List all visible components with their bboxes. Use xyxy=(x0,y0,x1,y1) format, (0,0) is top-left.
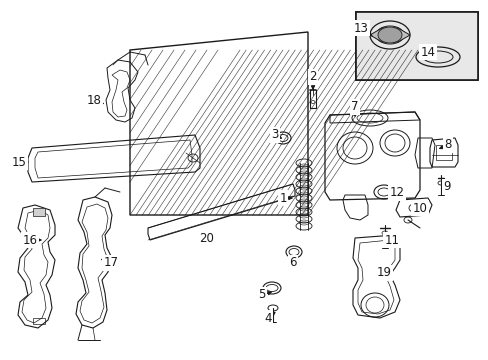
Text: 18: 18 xyxy=(86,94,101,107)
Text: 8: 8 xyxy=(444,139,451,152)
Bar xyxy=(355,12,477,80)
Text: 5: 5 xyxy=(258,288,265,302)
Text: 6: 6 xyxy=(289,256,296,270)
Text: 20: 20 xyxy=(199,231,214,244)
Ellipse shape xyxy=(377,27,401,43)
Text: 15: 15 xyxy=(12,156,26,168)
Bar xyxy=(33,208,45,216)
Text: 4: 4 xyxy=(264,311,271,324)
Text: 12: 12 xyxy=(389,186,404,199)
Text: 7: 7 xyxy=(350,100,358,113)
Text: 2: 2 xyxy=(308,71,316,84)
Text: 3: 3 xyxy=(271,129,278,141)
Text: 16: 16 xyxy=(22,234,38,247)
Polygon shape xyxy=(369,28,409,42)
Text: 14: 14 xyxy=(420,45,435,58)
Text: 1: 1 xyxy=(279,192,286,204)
Text: 19: 19 xyxy=(376,266,391,279)
Text: 9: 9 xyxy=(442,180,450,194)
Text: 10: 10 xyxy=(412,202,427,215)
Text: 17: 17 xyxy=(103,256,118,270)
Bar xyxy=(33,318,45,324)
Bar xyxy=(355,12,477,80)
Text: 13: 13 xyxy=(353,22,367,35)
Text: 11: 11 xyxy=(384,234,399,247)
Bar xyxy=(435,145,451,160)
